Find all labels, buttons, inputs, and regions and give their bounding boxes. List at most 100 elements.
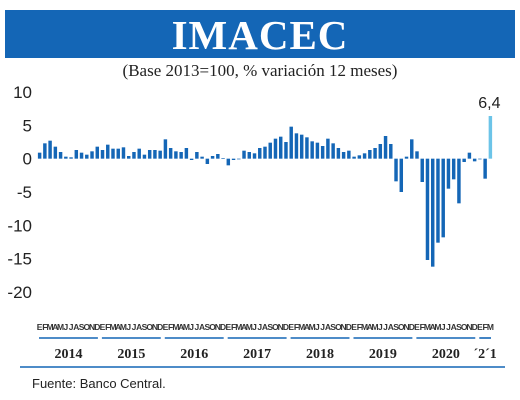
bar xyxy=(231,158,236,160)
month-tick-label: M xyxy=(309,322,316,332)
bar xyxy=(415,151,419,159)
month-tick-label: J xyxy=(383,322,388,332)
month-tick-label: F xyxy=(42,322,47,332)
year-label: 2017 xyxy=(243,347,271,362)
bar xyxy=(242,150,246,159)
y-tick-label: -10 xyxy=(7,216,32,235)
bars-group: 6,4 xyxy=(37,95,501,267)
month-tick-label: A xyxy=(115,322,121,332)
month-tick-label: E xyxy=(225,322,231,332)
month-tick-label: M xyxy=(424,322,431,332)
bar xyxy=(147,150,152,159)
bar xyxy=(399,158,404,192)
bar xyxy=(85,154,89,159)
bar xyxy=(221,158,225,159)
year-label: 2019 xyxy=(369,347,397,362)
month-tick-label: N xyxy=(215,322,221,332)
bar xyxy=(383,136,388,159)
bar xyxy=(237,158,241,160)
month-tick-label: F xyxy=(294,322,299,332)
bar xyxy=(174,151,178,159)
bar xyxy=(100,150,105,159)
bar xyxy=(478,158,482,160)
bar xyxy=(142,154,147,159)
month-tick-label: M xyxy=(109,322,116,332)
month-tick-label: J xyxy=(63,322,68,332)
month-tick-label: E xyxy=(351,322,357,332)
bar xyxy=(53,146,58,159)
month-tick-label: J xyxy=(69,322,74,332)
bar xyxy=(126,156,131,159)
month-tick-label: M xyxy=(47,322,54,332)
month-tick-label: M xyxy=(372,322,379,332)
month-tick-label: S xyxy=(393,322,399,332)
bar xyxy=(195,152,199,159)
month-tick-label: J xyxy=(257,322,262,332)
month-tick-label: E xyxy=(477,322,483,332)
month-tick-label: N xyxy=(278,322,284,332)
year-label: 2016 xyxy=(180,347,208,362)
bar xyxy=(69,157,73,159)
year-label: 2014 xyxy=(54,347,82,362)
month-tick-label: J xyxy=(446,322,451,332)
bar xyxy=(394,158,398,182)
bar xyxy=(205,158,210,164)
bar xyxy=(336,148,341,159)
month-tick-label: A xyxy=(304,322,310,332)
bar xyxy=(389,144,393,159)
bar xyxy=(457,158,461,204)
year-label: 2018 xyxy=(306,347,334,362)
year-label: ´2´1 xyxy=(473,347,496,362)
bar xyxy=(294,133,299,159)
month-tick-label: A xyxy=(388,322,394,332)
bar xyxy=(331,143,335,159)
month-tick-label: O xyxy=(461,322,468,332)
month-tick-label: J xyxy=(194,322,199,332)
bar xyxy=(488,116,493,159)
month-tick-label: N xyxy=(403,322,409,332)
bar xyxy=(341,152,346,159)
bar xyxy=(289,126,293,159)
month-tick-label: J xyxy=(126,322,131,332)
month-tick-label: F xyxy=(168,322,173,332)
bar xyxy=(121,147,126,159)
bar xyxy=(247,152,252,159)
month-tick-label: A xyxy=(199,322,205,332)
title-banner: IMACEC xyxy=(5,10,515,58)
bar xyxy=(310,141,314,159)
bar xyxy=(79,152,84,159)
month-tick-label: S xyxy=(205,322,211,332)
month-tick-label: M xyxy=(183,322,190,332)
bar xyxy=(95,146,100,159)
month-tick-label: N xyxy=(466,322,472,332)
month-tick-label: F xyxy=(231,322,236,332)
y-tick-label: -15 xyxy=(7,250,32,269)
bar xyxy=(373,148,377,159)
bar xyxy=(210,156,215,159)
month-tick-label: A xyxy=(136,322,142,332)
bar xyxy=(90,151,94,159)
bar xyxy=(184,148,189,159)
month-tick-label: S xyxy=(267,322,273,332)
bar xyxy=(441,158,445,238)
month-tick-label: A xyxy=(325,322,331,332)
month-tick-label: S xyxy=(79,322,85,332)
y-tick-label: 0 xyxy=(23,150,32,169)
month-tick-label: A xyxy=(262,322,268,332)
month-tick-label: O xyxy=(272,322,279,332)
bar xyxy=(226,158,231,166)
month-tick-label: M xyxy=(361,322,368,332)
y-tick-label: 5 xyxy=(23,116,32,135)
month-tick-label: J xyxy=(315,322,320,332)
y-axis: 10 5 0 -5 -10 -15 -20 xyxy=(7,83,32,302)
y-tick-label: -20 xyxy=(7,283,32,302)
bar xyxy=(446,158,451,189)
bar xyxy=(153,150,157,159)
month-tick-label: A xyxy=(367,322,373,332)
bar xyxy=(315,142,320,159)
month-tick-label: A xyxy=(241,322,247,332)
bar xyxy=(74,150,79,159)
bar xyxy=(106,144,110,159)
bar xyxy=(111,148,115,159)
